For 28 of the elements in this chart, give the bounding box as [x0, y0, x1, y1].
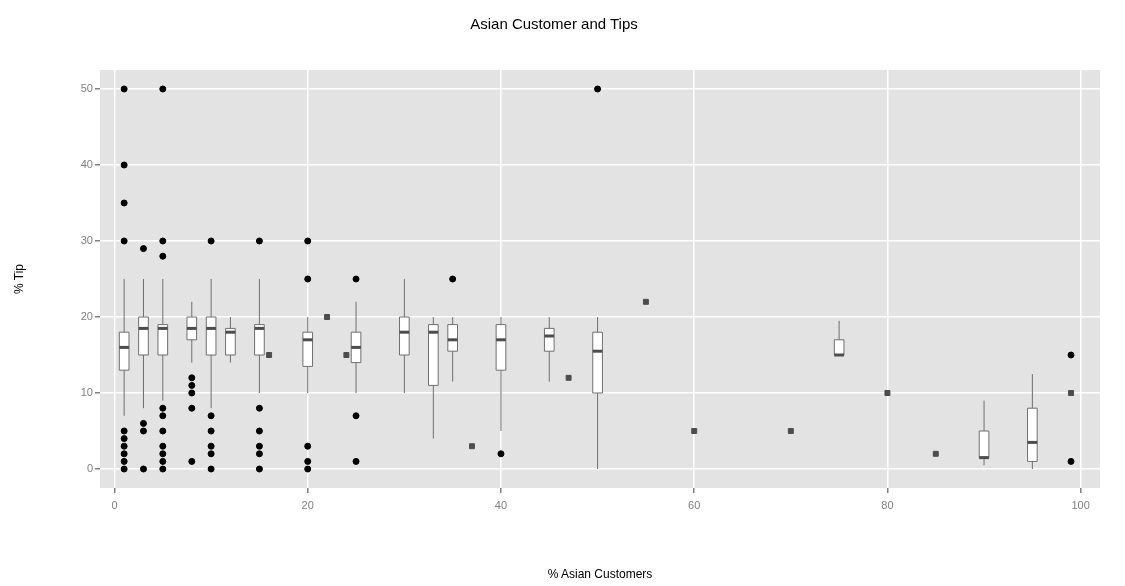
point: [787, 428, 794, 434]
y-axis-title: % Tip: [11, 263, 26, 295]
x-tick-label: 0: [111, 498, 118, 511]
x-tick-label: 40: [494, 498, 508, 511]
x-tick-label: 60: [688, 498, 701, 511]
y-tick-label: 20: [80, 310, 93, 323]
point: [266, 352, 273, 358]
chart-title: Asian Customer and Tips: [470, 15, 638, 33]
y-tick-label: 30: [80, 234, 93, 247]
point: [1067, 457, 1075, 465]
point: [642, 298, 649, 305]
point: [324, 314, 331, 320]
x-axis-title: % Asian Customers: [547, 567, 653, 582]
point: [884, 390, 891, 396]
point: [1068, 390, 1074, 396]
y-tick-label: 40: [80, 158, 93, 171]
y-tick-label: 50: [80, 82, 93, 95]
y-tick-label: 10: [80, 386, 93, 399]
point: [343, 352, 350, 358]
point: [1067, 351, 1075, 359]
point: [691, 428, 698, 434]
y-tick-label: 0: [86, 462, 93, 475]
point: [469, 443, 475, 450]
x-tick-label: 100: [1071, 498, 1090, 511]
point: [932, 450, 939, 457]
point: [565, 374, 572, 381]
x-tick-label: 20: [301, 498, 314, 511]
x-tick-label: 80: [881, 498, 894, 511]
